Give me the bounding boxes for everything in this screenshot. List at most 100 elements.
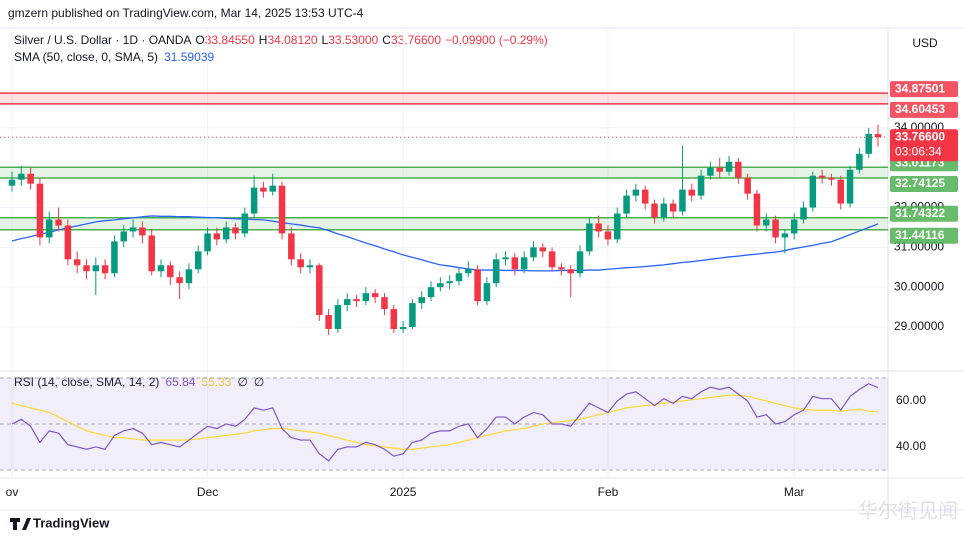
candle-body <box>595 223 602 232</box>
legend: Silver / U.S. Dollar · 1D · OANDA O 33.845… <box>14 33 548 389</box>
x-tick-label: Feb <box>598 485 619 499</box>
candle-body <box>381 297 388 310</box>
x-tick-label: 2025 <box>390 485 417 499</box>
candle-body <box>781 233 789 238</box>
candle-body <box>809 175 817 208</box>
candle-body <box>120 231 128 242</box>
candle-body <box>530 247 537 258</box>
candle-body <box>27 173 34 184</box>
sma-legend: SMA (50, close, 0, SMA, 5) <box>14 50 158 64</box>
price-badge <box>890 81 958 98</box>
candle-body <box>204 233 211 252</box>
zone <box>0 167 888 179</box>
candle-body <box>250 187 258 214</box>
y-tick-label: 29.00000 <box>894 319 944 333</box>
rsi-na: ∅ <box>254 375 264 389</box>
candle-body <box>399 326 407 329</box>
candle-body <box>828 177 835 180</box>
brand: TradingView <box>33 515 110 530</box>
currency: USD <box>912 36 938 50</box>
candle-body <box>790 219 798 234</box>
rsi-tick-label: 40.00 <box>896 439 926 453</box>
candle-body <box>502 257 509 260</box>
candle-body <box>362 293 370 302</box>
candle-body <box>735 161 742 178</box>
candle-body <box>874 134 882 138</box>
rsi-tick-label: 60.00 <box>896 393 926 407</box>
candle-body <box>185 269 193 284</box>
price-badge-label: 34.60453 <box>895 102 945 116</box>
candle-body <box>492 259 500 284</box>
candle-body <box>772 219 779 238</box>
candle-body <box>139 227 146 236</box>
candle-body <box>725 161 733 172</box>
candle-body <box>36 183 44 238</box>
candle-body <box>446 281 453 284</box>
legend-title: Silver / U.S. Dollar · 1D · OANDA <box>14 33 191 47</box>
sma-line <box>11 215 879 272</box>
candle-body <box>707 167 714 176</box>
x-tick-label: ov <box>6 485 19 499</box>
candle-body <box>418 297 425 304</box>
zone <box>0 217 888 230</box>
candle-body <box>818 175 826 178</box>
candle-body <box>101 265 109 274</box>
ohlc-value: 33.76600 <box>391 33 441 47</box>
candle-body <box>455 273 463 282</box>
candle-body <box>8 179 16 186</box>
candle-body <box>800 207 807 220</box>
candle-body <box>753 193 761 226</box>
candle-body <box>316 265 323 316</box>
ohlc-value: 33.84550 <box>205 33 255 47</box>
candle-body <box>688 189 696 196</box>
change-label: −0.09900 (−0.29%) <box>445 33 548 47</box>
price-badge <box>890 227 958 244</box>
rsi-value: 65.84 <box>165 375 195 389</box>
candle-body <box>176 277 183 284</box>
y-tick-label: 30.00000 <box>894 279 944 293</box>
price-badge-label: 31.44116 <box>895 228 945 242</box>
price-badge-label: 32.74125 <box>895 176 945 190</box>
candle-body <box>260 187 267 192</box>
candle-body <box>511 257 519 270</box>
candle-body <box>390 309 398 329</box>
candle-body <box>353 299 360 302</box>
rsi-line <box>11 383 879 462</box>
candle-body <box>409 303 416 327</box>
candle-body <box>548 251 556 268</box>
candle-body <box>558 267 565 270</box>
rsi-sma-value: 55.33 <box>201 375 231 389</box>
candle-body <box>343 299 351 306</box>
last-price-badge <box>890 129 958 162</box>
candle-body <box>679 189 686 212</box>
candle-body <box>334 305 342 329</box>
last-price-label: 33.76600 <box>895 129 945 143</box>
candle-body <box>604 231 612 240</box>
ohlc-key: C <box>382 33 391 47</box>
ohlc-key: O <box>195 33 204 47</box>
candle-body <box>856 153 863 170</box>
ohlc-key: L <box>322 33 329 47</box>
price-badge <box>890 176 958 193</box>
candle-body <box>465 269 472 274</box>
price-badge <box>890 101 958 118</box>
candle-body <box>232 227 239 234</box>
watermark: 华尔街见闻 <box>858 499 958 522</box>
candle-body <box>73 259 81 266</box>
candle-body <box>427 287 435 298</box>
candle-body <box>744 177 751 194</box>
candle-body <box>325 315 332 329</box>
ohlc-value: 34.08120 <box>267 33 317 47</box>
candle-body <box>437 283 444 288</box>
brand-logo <box>10 518 31 530</box>
candle-body <box>55 219 62 226</box>
x-tick-label: Mar <box>784 485 805 499</box>
candle-body <box>92 265 100 272</box>
candle-body <box>520 257 528 270</box>
candle-body <box>241 213 249 234</box>
price-badge <box>890 205 958 222</box>
candle-body <box>269 185 276 192</box>
candle-body <box>623 195 630 214</box>
candle-body <box>651 203 658 218</box>
